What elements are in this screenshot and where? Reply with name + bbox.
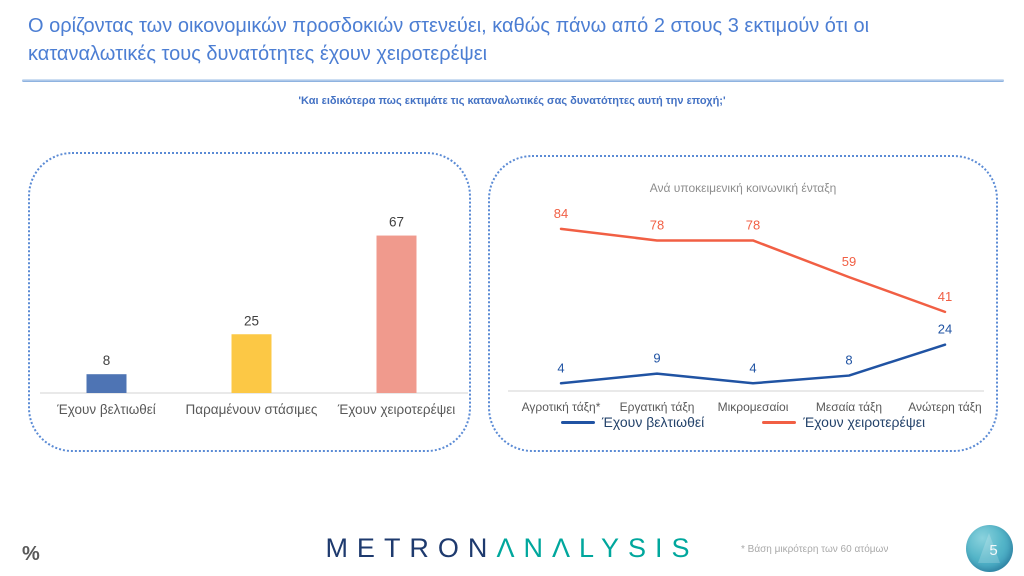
series-line [559,343,947,385]
bar [86,374,127,393]
point-value-label: 41 [938,289,952,304]
title-divider [22,79,1004,82]
line-category-label: Εργατική τάξη [620,400,695,414]
point-value-label: 9 [653,351,660,366]
survey-question: 'Και ειδικότερα πως εκτιμάτε τις καταναλ… [298,95,726,107]
bar [376,235,417,393]
metron-analysis-logo: METRONΛNΛLYSIS [0,533,1024,564]
point-value-label: 4 [749,360,756,375]
page-number-badge: 5 [966,525,1013,572]
slide-title: Ο ορίζοντας των οικονομικών προσδοκιών σ… [28,15,870,65]
bar-value-label: 8 [103,353,111,368]
badge-triangle-icon [978,533,1000,563]
base-footnote: * Βάση μικρότερη των 60 ατόμων [741,544,889,555]
bar-chart-panel: 8 Έχουν βελτιωθεί 25 Παραμένουν στάσιμες 67 Έ… [28,152,471,452]
logo-analysis: ΛNΛLYSIS [496,533,699,563]
legend-line-swatch [560,420,595,424]
line-chart-legend: Έχουν βελτιωθεί Έχουν χειροτερέψει [490,414,996,430]
bar-value-label: 67 [389,215,404,230]
line-chart: Αγροτική τάξη* Εργατική τάξη Μικρομεσαίοι Μ… [508,206,984,414]
legend-line-swatch [762,420,797,424]
line-category-label: Ανώτερη τάξη [908,400,981,414]
page-number: 5 [989,542,998,559]
percent-mark: % [22,543,40,565]
bar-category-label: Παραμένουν στάσιμες [186,402,318,417]
legend-item: Έχουν χειροτερέψει [762,414,925,430]
point-value-label: 78 [650,217,664,232]
legend-label: Έχουν βελτιωθεί [601,414,705,430]
point-value-label: 78 [746,217,760,232]
bar [231,334,272,393]
line-category-label: Μεσαία τάξη [816,400,882,414]
point-value-label: 4 [557,360,564,375]
logo-metron: METRON [325,533,497,563]
bar-category-label: Έχουν βελτιωθεί [56,402,156,417]
point-value-label: 24 [938,322,952,337]
line-chart-title: Ανά υποκειμενική κοινωνική ένταξη [649,181,837,195]
series-line [559,227,947,314]
line-category-label: Μικρομεσαίοι [718,400,789,414]
bar-chart: 8 Έχουν βελτιωθεί 25 Παραμένουν στάσιμες 67 Έ… [40,215,468,417]
point-value-label: 59 [842,254,856,269]
bar-value-label: 25 [244,313,259,328]
point-value-label: 84 [554,206,568,221]
legend-label: Έχουν χειροτερέψει [803,414,926,430]
legend-item: Έχουν βελτιωθεί [560,414,705,430]
bar-category-label: Έχουν χειροτερέψει [337,402,456,417]
point-value-label: 8 [845,353,852,368]
line-category-label: Αγροτική τάξη* [522,400,601,414]
line-chart-panel: Ανά υποκειμενική κοινωνική ένταξη Αγροτι… [488,155,998,452]
